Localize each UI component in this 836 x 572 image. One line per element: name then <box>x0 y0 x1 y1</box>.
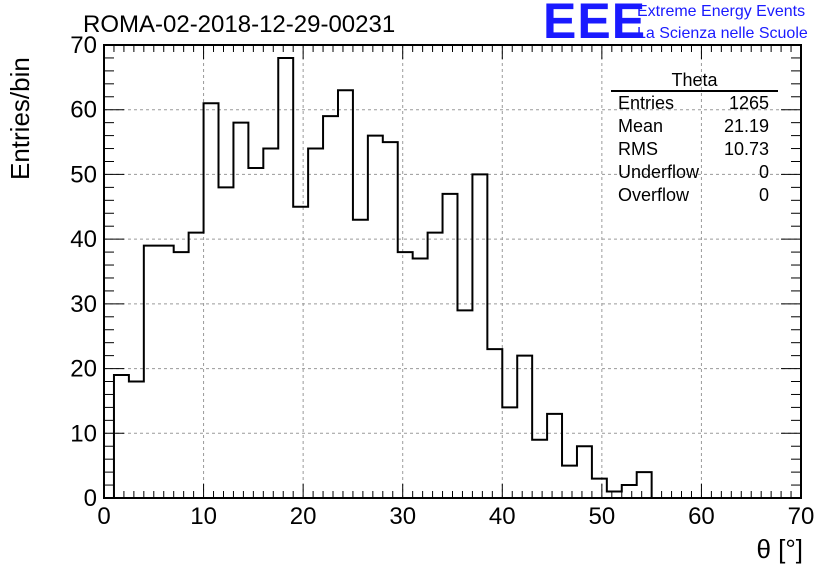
axis-ticks <box>103 44 802 499</box>
histogram-bin <box>159 246 174 498</box>
y-tick-label: 0 <box>84 485 97 512</box>
histogram-bin <box>622 485 637 498</box>
histogram-bin <box>368 136 383 498</box>
stats-value: 10.73 <box>723 139 769 159</box>
histogram-bin <box>487 349 502 498</box>
y-axis-label: Entries/bin <box>5 57 36 180</box>
y-tick-label: 50 <box>70 161 97 188</box>
y-tick-label: 40 <box>70 226 97 253</box>
stats-row-mean: Mean 21.19 <box>611 115 778 138</box>
histogram-bin <box>338 90 353 498</box>
histogram-bin <box>472 174 487 498</box>
y-tick-label: 30 <box>70 291 97 318</box>
y-tick-label: 20 <box>70 356 97 383</box>
tick-labels: 0 10 20 30 40 50 60 70 0 10 20 30 40 50 60 70 <box>70 32 814 530</box>
x-tick-label: 30 <box>389 503 416 530</box>
x-tick-label: 70 <box>788 503 815 530</box>
x-tick-label: 60 <box>688 503 715 530</box>
stats-row-underflow: Underflow 0 <box>611 161 778 184</box>
eee-logo: EEE <box>543 0 647 49</box>
histogram-bin <box>592 479 607 498</box>
histogram-bin <box>577 446 592 498</box>
stats-key: Entries <box>618 93 675 113</box>
x-axis-label: θ [°] <box>756 534 803 564</box>
histogram-bin <box>353 220 368 498</box>
histogram-bin <box>248 168 263 498</box>
histogram-bin <box>637 472 652 498</box>
x-tick-label: 10 <box>190 503 217 530</box>
chart-title: ROMA-02-2018-12-29-00231 <box>83 11 396 38</box>
histogram-bin <box>308 149 323 498</box>
histogram-bin <box>547 414 562 498</box>
histogram-bin <box>219 187 234 498</box>
y-tick-label: 60 <box>70 97 97 124</box>
y-axis-label-text: Entries/bin <box>5 57 35 180</box>
stats-row-entries: Entries 1265 <box>611 92 778 115</box>
stats-row-overflow: Overflow 0 <box>611 184 778 207</box>
histogram-bin <box>278 58 293 498</box>
stats-row-rms: RMS 10.73 <box>611 138 778 161</box>
stats-key: Mean <box>618 116 664 136</box>
histogram-bin <box>263 149 278 498</box>
y-tick-label: 70 <box>70 32 97 59</box>
stats-value: 0 <box>758 185 769 205</box>
x-tick-label: 20 <box>290 503 317 530</box>
histogram-bin <box>562 466 577 498</box>
histogram-bin <box>174 252 189 498</box>
histogram-outline <box>112 56 653 498</box>
histogram-bin <box>323 116 338 498</box>
stats-value: 1265 <box>728 93 769 113</box>
logo-subtitle-2: La Scienza nelle Scuole <box>637 25 808 42</box>
logo-subtitle-1: Extreme Energy Events <box>637 3 806 20</box>
histogram-bin <box>129 382 144 498</box>
histogram-bin <box>607 492 622 498</box>
histogram-bin <box>517 356 532 498</box>
stats-key: Overflow <box>618 185 690 205</box>
histogram-bin <box>457 310 472 498</box>
histogram-bin <box>413 259 428 498</box>
histogram-bin <box>204 103 219 498</box>
histogram-bin <box>233 123 248 498</box>
histogram-bars <box>112 56 653 498</box>
stats-key: Underflow <box>618 162 700 182</box>
histogram-bin <box>189 233 204 498</box>
stats-value: 21.19 <box>723 116 769 136</box>
stats-key: RMS <box>618 139 658 159</box>
x-tick-label: 40 <box>489 503 516 530</box>
x-tick-label: 0 <box>97 503 110 530</box>
grid-lines <box>104 45 801 498</box>
histogram-bin <box>502 407 517 498</box>
stats-box: Theta Entries 1265 Mean 21.19 RMS 10.73 … <box>611 70 778 207</box>
histogram-bin <box>293 207 308 498</box>
y-tick-label: 10 <box>70 420 97 447</box>
histogram-bin <box>383 142 398 498</box>
x-tick-label: 50 <box>589 503 616 530</box>
histogram-bin <box>443 194 458 498</box>
histogram-bin <box>428 233 443 498</box>
stats-value: 0 <box>758 162 769 182</box>
histogram-bin <box>144 246 159 498</box>
stats-box-title: Theta <box>611 70 778 92</box>
histogram-bin <box>532 440 547 498</box>
histogram-bin <box>398 252 413 498</box>
histogram-bin <box>114 375 129 498</box>
